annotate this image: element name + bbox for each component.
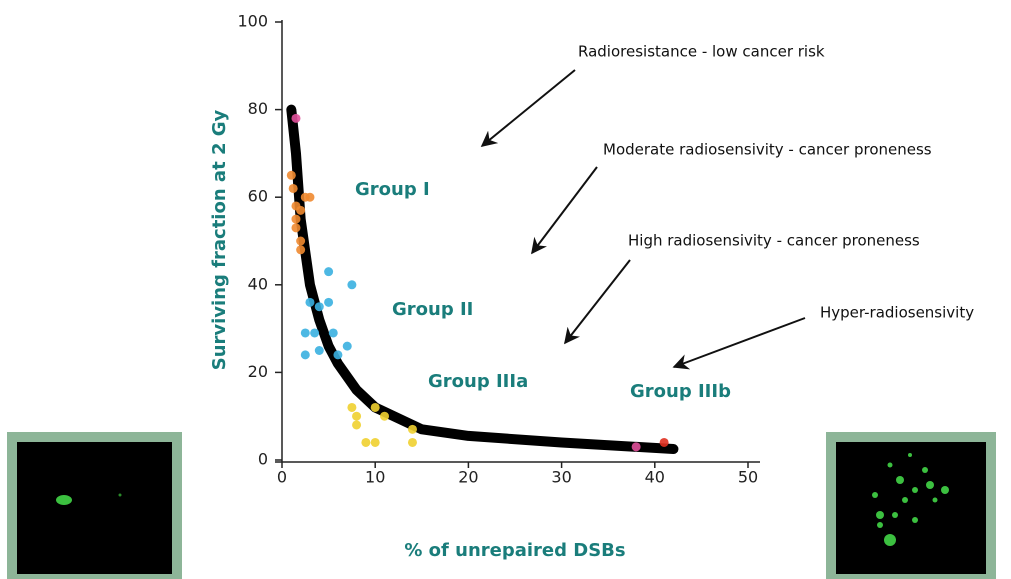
data-point [408,425,417,434]
x-tick-label: 50 [738,468,758,487]
y-tick-label: 40 [248,274,268,293]
group-label: Group IIIb [630,381,731,402]
y-tick-label: 0 [258,450,268,469]
data-point [408,438,417,447]
data-point [380,412,389,421]
data-point [289,184,298,193]
y-tick-label: 60 [248,187,268,206]
left-image [12,437,177,579]
data-point [301,350,310,359]
data-point [315,346,324,355]
annotation: Moderate radiosensivity - cancer pronene… [603,141,932,159]
data-point [324,267,333,276]
data-point [352,420,361,429]
data-point [329,328,338,337]
data-point [343,342,352,351]
x-tick-label: 40 [645,468,665,487]
data-point [632,442,641,451]
data-point [291,114,300,123]
data-point [310,328,319,337]
y-tick-label: 100 [237,12,268,31]
data-point [291,215,300,224]
arrows [482,70,805,367]
x-tick-label: 20 [458,468,478,487]
data-point [296,237,305,246]
data-point [291,223,300,232]
annotation: Hyper-radiosensivity [820,304,974,322]
data-point [333,350,342,359]
data-point [347,280,356,289]
x-tick-label: 0 [277,468,287,487]
chart: Surviving fraction at 2 Gy % of unrepair… [0,0,1011,579]
data-point [347,403,356,412]
y-tick-label: 80 [248,99,268,118]
data-point [315,302,324,311]
x-tick-label: 30 [551,468,571,487]
right-image [831,437,991,579]
group-label: Group IIIa [428,371,528,392]
data-point [324,298,333,307]
data-point [296,245,305,254]
y-tick-label: 20 [248,362,268,381]
data-point [305,193,314,202]
y-axis-label: Surviving fraction at 2 Gy [209,109,230,370]
group-label: Group II [392,299,473,320]
data-point [371,403,380,412]
x-tick-label: 10 [365,468,385,487]
data-point [371,438,380,447]
data-point [301,328,310,337]
data-point [287,171,296,180]
annotation: High radiosensivity - cancer proneness [628,232,920,250]
data-point [305,298,314,307]
data-point [361,438,370,447]
data-point [660,438,669,447]
data-point [352,412,361,421]
x-axis-label: % of unrepaired DSBs [404,540,625,561]
group-label: Group I [355,179,430,200]
data-point [296,206,305,215]
annotation: Radioresistance - low cancer risk [578,43,825,61]
